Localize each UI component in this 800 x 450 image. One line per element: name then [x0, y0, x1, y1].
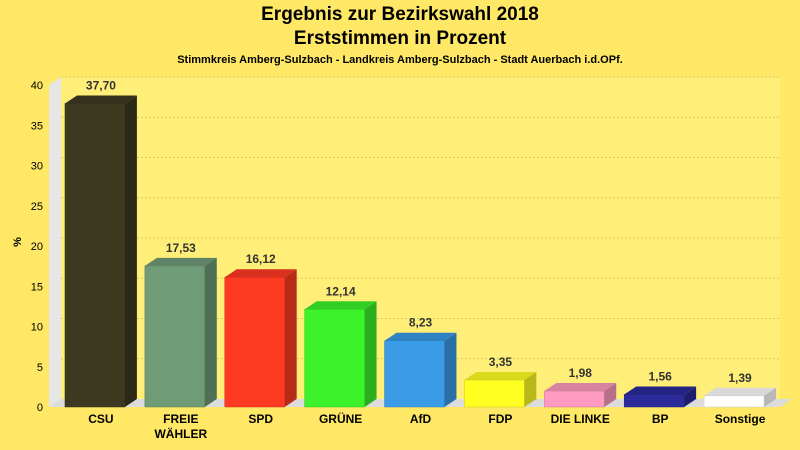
bar-top [704, 387, 777, 396]
y-tick-label: 10 [31, 322, 43, 334]
chart-title-line-2: Erststimmen in Prozent [293, 28, 507, 49]
y-tick-label: 0 [37, 402, 43, 414]
bar-side [204, 257, 217, 407]
bar-side [604, 383, 617, 407]
bar-side [124, 95, 137, 407]
x-tick-label: FDP [488, 412, 512, 426]
x-tick-label: Sonstige [715, 412, 766, 426]
bar-side [284, 269, 297, 407]
y-tick-label: 35 [31, 120, 43, 132]
x-tick-label: FREIE [163, 412, 198, 426]
y-tick-label: 30 [31, 161, 43, 173]
bar-top [624, 386, 697, 395]
value-label: 1,56 [648, 369, 672, 383]
bar-top [464, 372, 537, 381]
x-tick-label: GRÜNE [319, 411, 362, 426]
value-label: 1,39 [728, 371, 752, 385]
bar-top [384, 332, 457, 341]
bar [623, 394, 685, 408]
bar [703, 395, 765, 408]
bar-top [224, 269, 297, 278]
bar [64, 103, 126, 408]
y-tick-label: 5 [37, 362, 43, 374]
bar-top [304, 301, 377, 310]
chart-title: Ergebnis zur Bezirkswahl 2018 [261, 4, 539, 25]
bar [544, 390, 605, 408]
chart-subtitle: Stimmkreis Amberg-Sulzbach - Landkreis A… [177, 54, 623, 66]
x-tick-label: SPD [248, 412, 273, 426]
x-tick-label: AfD [410, 412, 432, 426]
bar [144, 265, 206, 408]
x-tick-label: DIE LINKE [551, 412, 610, 426]
x-tick-label: CSU [88, 412, 113, 426]
bar [224, 276, 285, 408]
value-label: 37,70 [86, 79, 116, 93]
bar [304, 309, 365, 408]
y-axis-label: % [12, 237, 24, 247]
y-tick-label: 40 [31, 80, 43, 92]
value-label: 8,23 [409, 316, 433, 330]
bar-side [764, 387, 777, 407]
bar-top [544, 383, 617, 392]
y-tick-label: 15 [31, 281, 43, 293]
value-label: 3,35 [489, 355, 513, 369]
bar-top [64, 95, 137, 104]
y-tick-label: 20 [31, 241, 43, 253]
bar-side [444, 332, 457, 407]
x-tick-label: BP [652, 412, 669, 426]
bar-top [144, 257, 217, 266]
bar [384, 340, 445, 408]
bar-side [524, 372, 537, 407]
bar-side [364, 301, 377, 407]
bar-side [684, 386, 697, 407]
x-tick-label: WÄHLER [154, 426, 207, 441]
value-label: 1,98 [569, 366, 593, 380]
value-label: 12,14 [326, 284, 356, 298]
y-tick-label: 25 [31, 201, 43, 213]
plot-side-wall [49, 77, 61, 407]
value-label: 16,12 [246, 252, 276, 266]
value-label: 17,53 [166, 241, 196, 255]
bar [464, 379, 525, 408]
